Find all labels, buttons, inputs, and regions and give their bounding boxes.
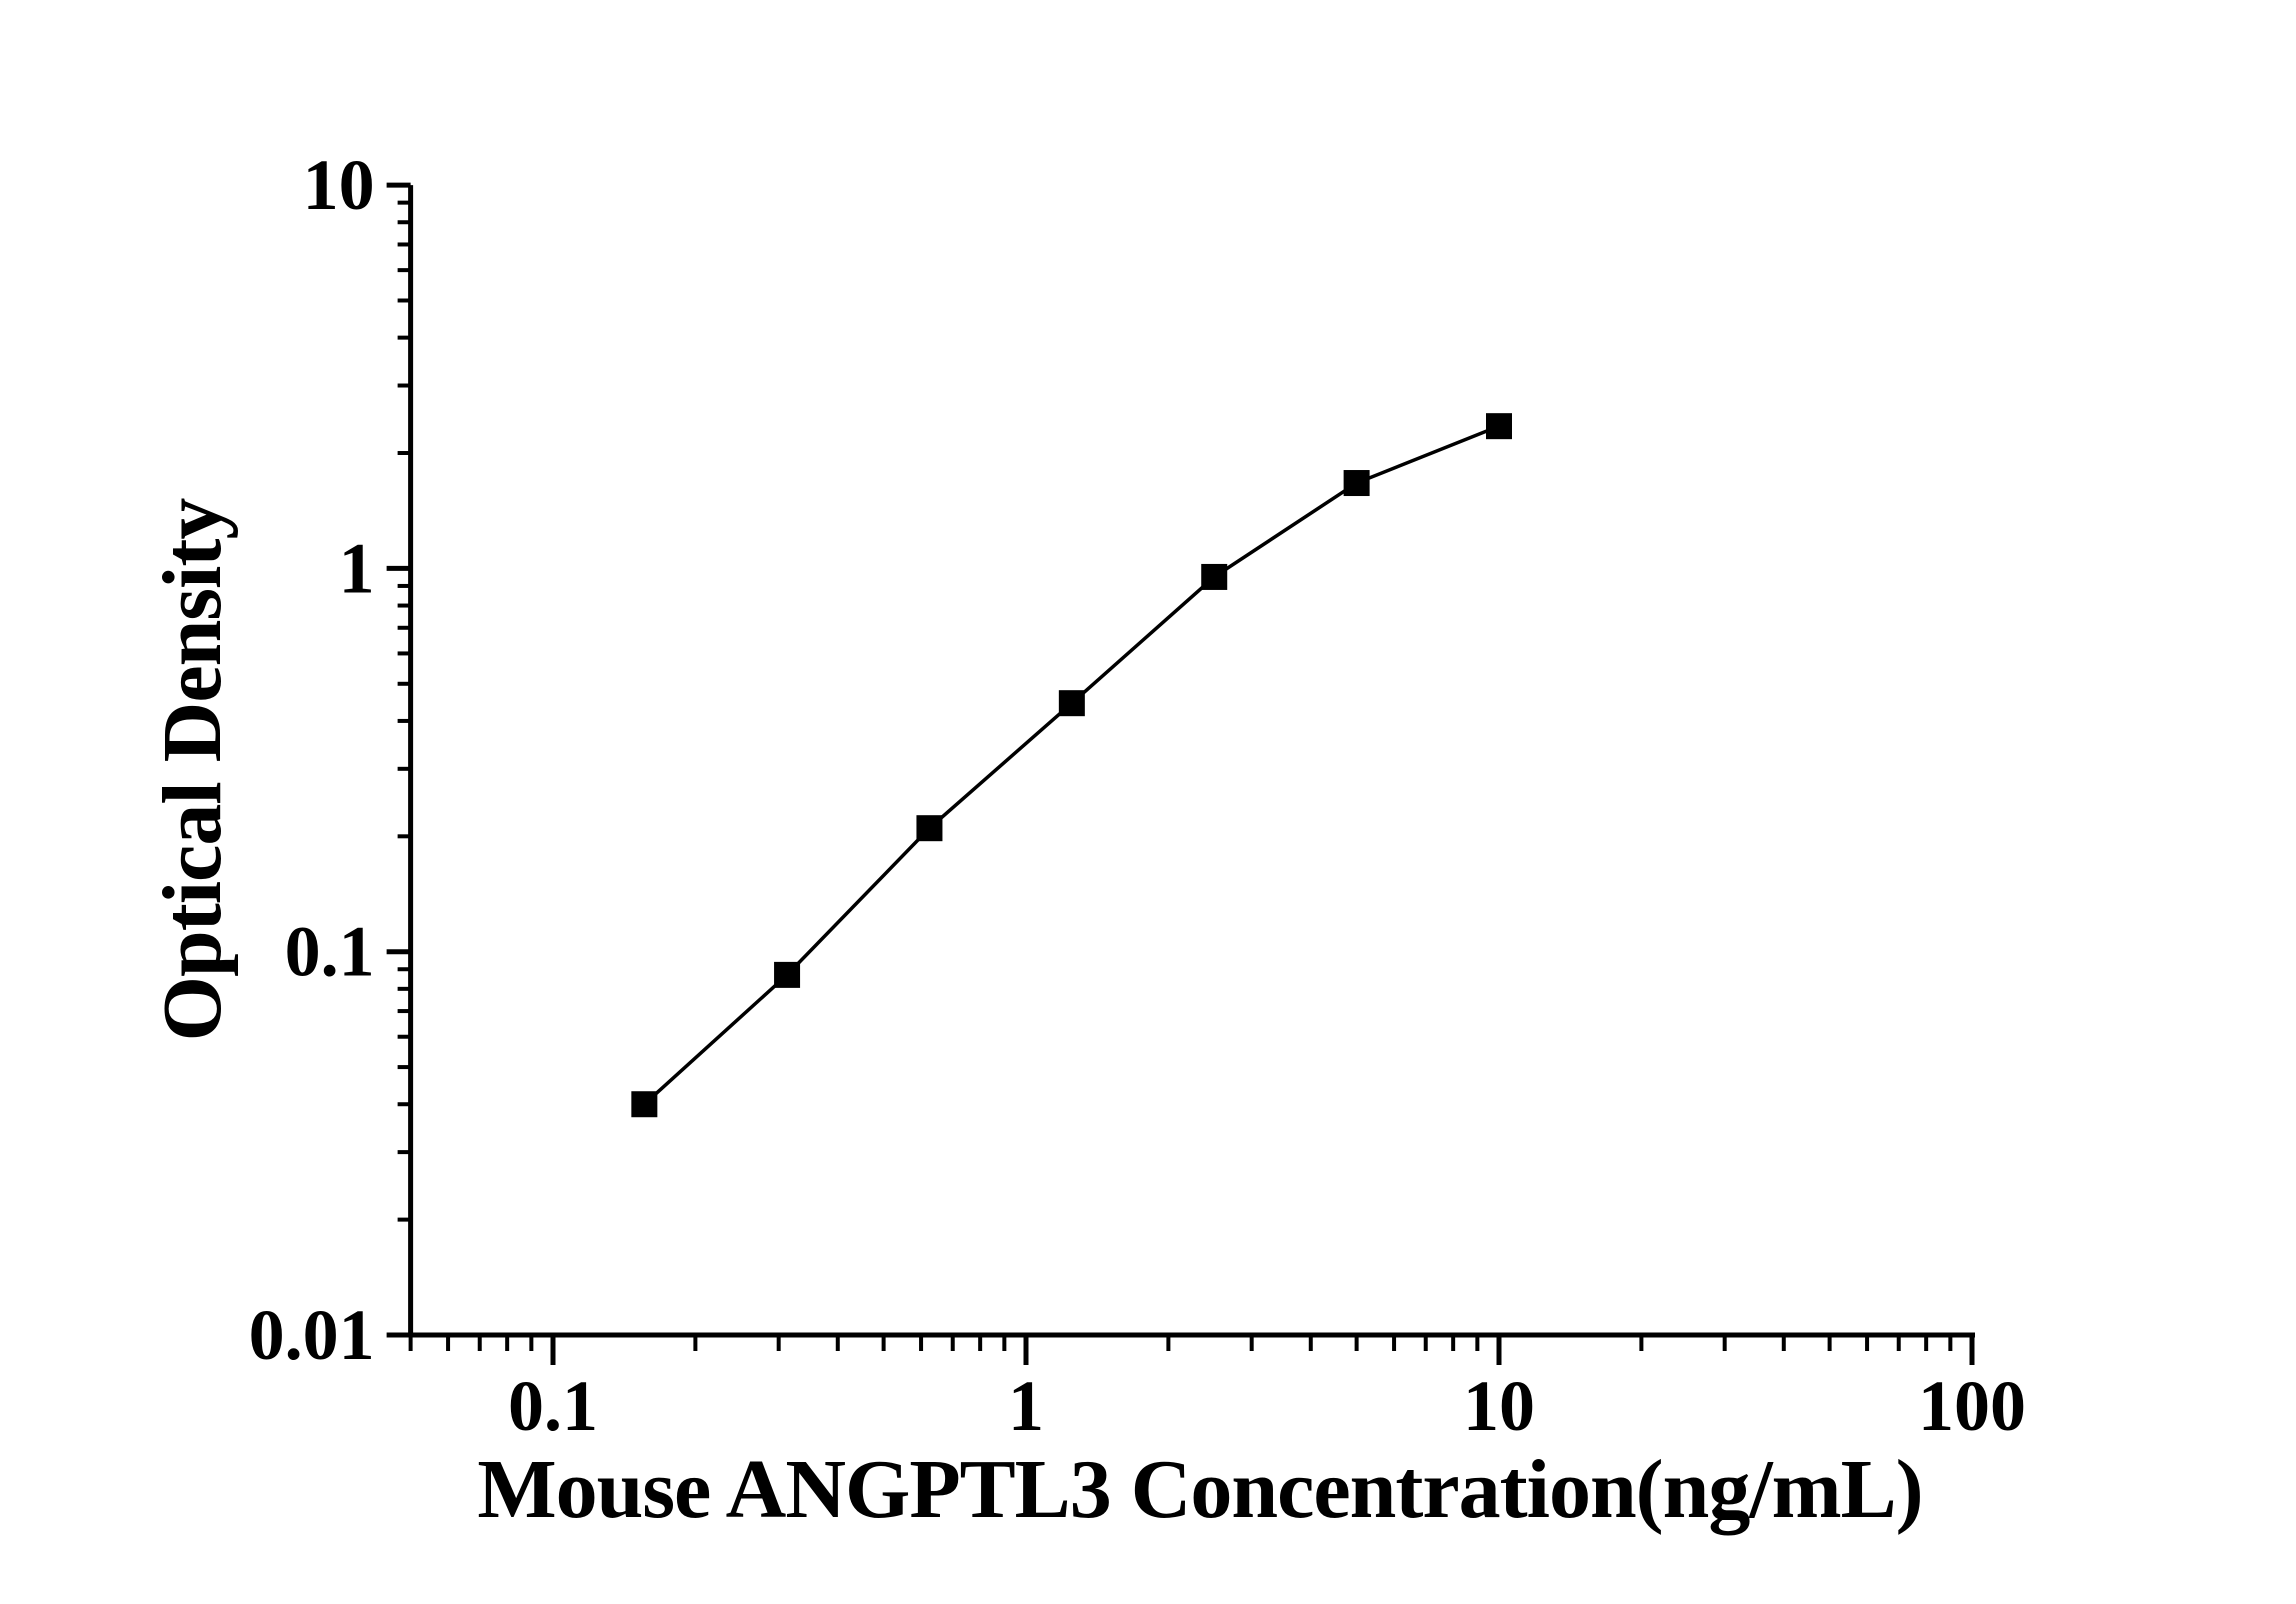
data-point-marker [1201,563,1228,590]
data-point-marker [1486,413,1512,440]
x-tick-label: 100 [1918,1366,2026,1446]
x-tick-label: 1 [1008,1366,1044,1446]
axis-ticks [386,182,1975,1365]
data-point-marker [631,1091,658,1118]
y-tick-label: 0.1 [285,912,375,992]
data-point-marker [1343,470,1370,497]
data-point-marker [1058,690,1085,717]
data-point-marker [916,815,943,842]
y-tick-label: 0.01 [249,1295,375,1375]
x-tick-label: 10 [1463,1366,1535,1446]
series-markers [631,413,1512,1118]
data-point-marker [774,961,801,988]
series-line [643,424,1500,1106]
x-axis-title: Mouse ANGPTL3 Concentration(ng/mL) [477,1443,1923,1536]
y-tick-label: 1 [339,528,375,608]
y-axis-title: Optical Density [146,498,239,1042]
tick-labels: 0.1 1 10 100 10 1 0.1 0.01 [249,145,2026,1446]
y-tick-label: 10 [303,145,375,225]
axes [408,185,1975,1338]
x-tick-label: 0.1 [508,1366,598,1446]
